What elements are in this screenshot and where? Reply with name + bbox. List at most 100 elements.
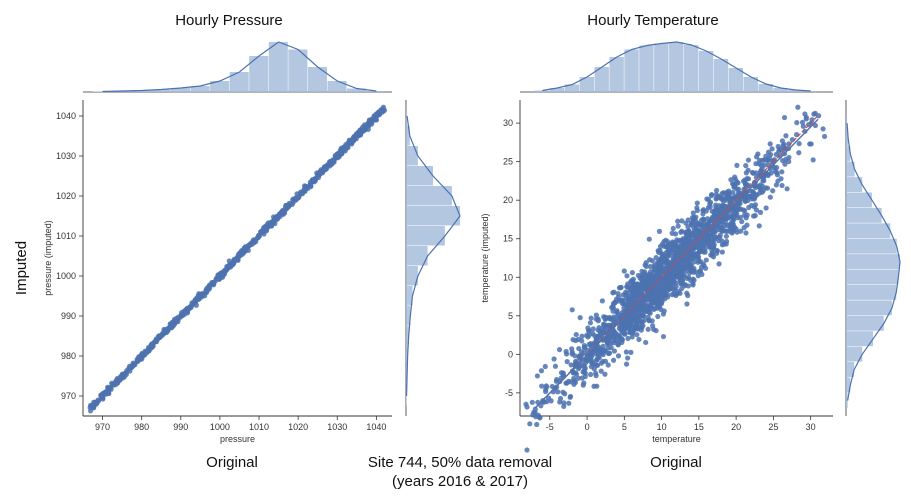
scatter-point — [653, 273, 659, 279]
marginal-x-bar — [190, 86, 210, 92]
scatter-point — [566, 400, 572, 406]
scatter-point — [649, 258, 656, 264]
scatter-point — [743, 230, 749, 236]
marginal-y-bar — [406, 326, 409, 346]
scatter-point — [714, 248, 720, 254]
x-tick-label: 970 — [95, 422, 110, 432]
scatter-point — [753, 161, 759, 167]
scatter-point — [684, 275, 690, 282]
y-tick-label: 1000 — [56, 271, 76, 281]
scatter-point — [580, 382, 586, 388]
scatter-point — [746, 204, 752, 211]
scatter-point — [656, 228, 663, 234]
scatter-point — [659, 257, 665, 263]
scatter-point — [588, 315, 594, 321]
scatter-point — [724, 238, 730, 245]
marginal-x-bar — [549, 88, 565, 92]
scatter-point — [558, 370, 565, 376]
caption-line-1: Site 744, 50% data removal — [368, 454, 552, 471]
marginal-y-bar — [406, 226, 445, 246]
marginal-x-bar — [579, 77, 595, 92]
right-title: Hourly Temperature — [587, 12, 718, 29]
scatter-point — [753, 154, 760, 160]
scatter-point — [684, 301, 690, 307]
fit-line — [90, 107, 385, 409]
scatter-point — [659, 266, 665, 273]
scatter-point — [718, 206, 724, 212]
marginal-y-bar — [846, 315, 884, 331]
scatter-point — [659, 251, 665, 258]
scatter-point — [653, 254, 659, 261]
scatter-point — [724, 228, 730, 235]
scatter-point — [602, 371, 608, 377]
marginal-y-bar — [406, 146, 418, 166]
scatter-point — [613, 331, 619, 337]
scatter-point — [555, 389, 561, 395]
scatter-point — [736, 206, 743, 212]
scatter-point — [544, 384, 550, 390]
scatter-point — [629, 270, 636, 276]
marginal-y-bar — [846, 254, 900, 270]
scatter-point — [593, 370, 599, 376]
scatter-point — [744, 222, 750, 228]
scatter-point — [578, 349, 585, 355]
marginal-y-bar — [406, 186, 452, 206]
y-tick-label: 25 — [503, 157, 513, 167]
y-axis-label: pressure (imputed) — [43, 220, 53, 296]
y-tick-label: 1010 — [56, 231, 76, 241]
marginal-y-kde — [846, 123, 901, 401]
scatter-point — [655, 297, 661, 303]
scatter-point — [779, 169, 785, 175]
x-tick-label: 1000 — [210, 422, 230, 432]
scatter-point — [774, 172, 781, 178]
scatter-point — [543, 388, 549, 395]
scatter-point — [752, 213, 758, 219]
scatter-point — [767, 194, 773, 200]
scatter-point — [678, 281, 684, 287]
scatter-point — [595, 354, 601, 360]
marginal-x-kde — [542, 41, 811, 92]
scatter-point — [639, 268, 645, 274]
scatter-point — [586, 332, 592, 338]
scatter-point — [650, 293, 656, 299]
scatter-point — [669, 292, 675, 298]
scatter-point — [590, 326, 596, 332]
scatter-point — [765, 162, 771, 168]
marginal-y-bar — [846, 284, 897, 300]
y-tick-label: 5 — [508, 311, 513, 321]
y-tick-label: 30 — [503, 118, 513, 128]
scatter-point — [548, 398, 554, 404]
marginal-y-bar — [846, 377, 851, 393]
scatter-point — [631, 314, 637, 320]
scatter-point — [630, 289, 636, 295]
scatter-point — [764, 185, 771, 191]
scatter-point — [625, 355, 631, 361]
scatter-point — [626, 293, 632, 299]
scatter-point — [617, 336, 624, 342]
scatter-point — [594, 362, 600, 368]
scatter-point — [601, 330, 607, 336]
scatter-point — [640, 303, 647, 309]
scatter-point — [683, 220, 689, 226]
scatter-point — [723, 233, 729, 239]
scatter-point — [714, 187, 720, 194]
scatter-point — [784, 186, 790, 192]
scatter-point — [733, 226, 739, 232]
scatter-point — [646, 318, 652, 324]
scatter-point — [569, 307, 575, 313]
scatter-point — [707, 233, 713, 239]
scatter-point — [606, 315, 612, 322]
scatter-point — [703, 265, 709, 271]
scatter-point — [610, 357, 617, 363]
scatter-point — [734, 162, 740, 168]
scatter-point — [735, 186, 742, 192]
x-tick-label: 1020 — [288, 422, 308, 432]
marginal-y — [845, 100, 901, 416]
scatter-point — [529, 399, 535, 405]
y-tick-label: 1030 — [56, 151, 76, 161]
marginal-x-bar — [171, 88, 191, 92]
caption-line-2: (years 2016 & 2017) — [392, 473, 528, 490]
scatter-point — [573, 331, 579, 338]
scatter-point — [657, 243, 664, 250]
scatter-point — [709, 238, 716, 244]
